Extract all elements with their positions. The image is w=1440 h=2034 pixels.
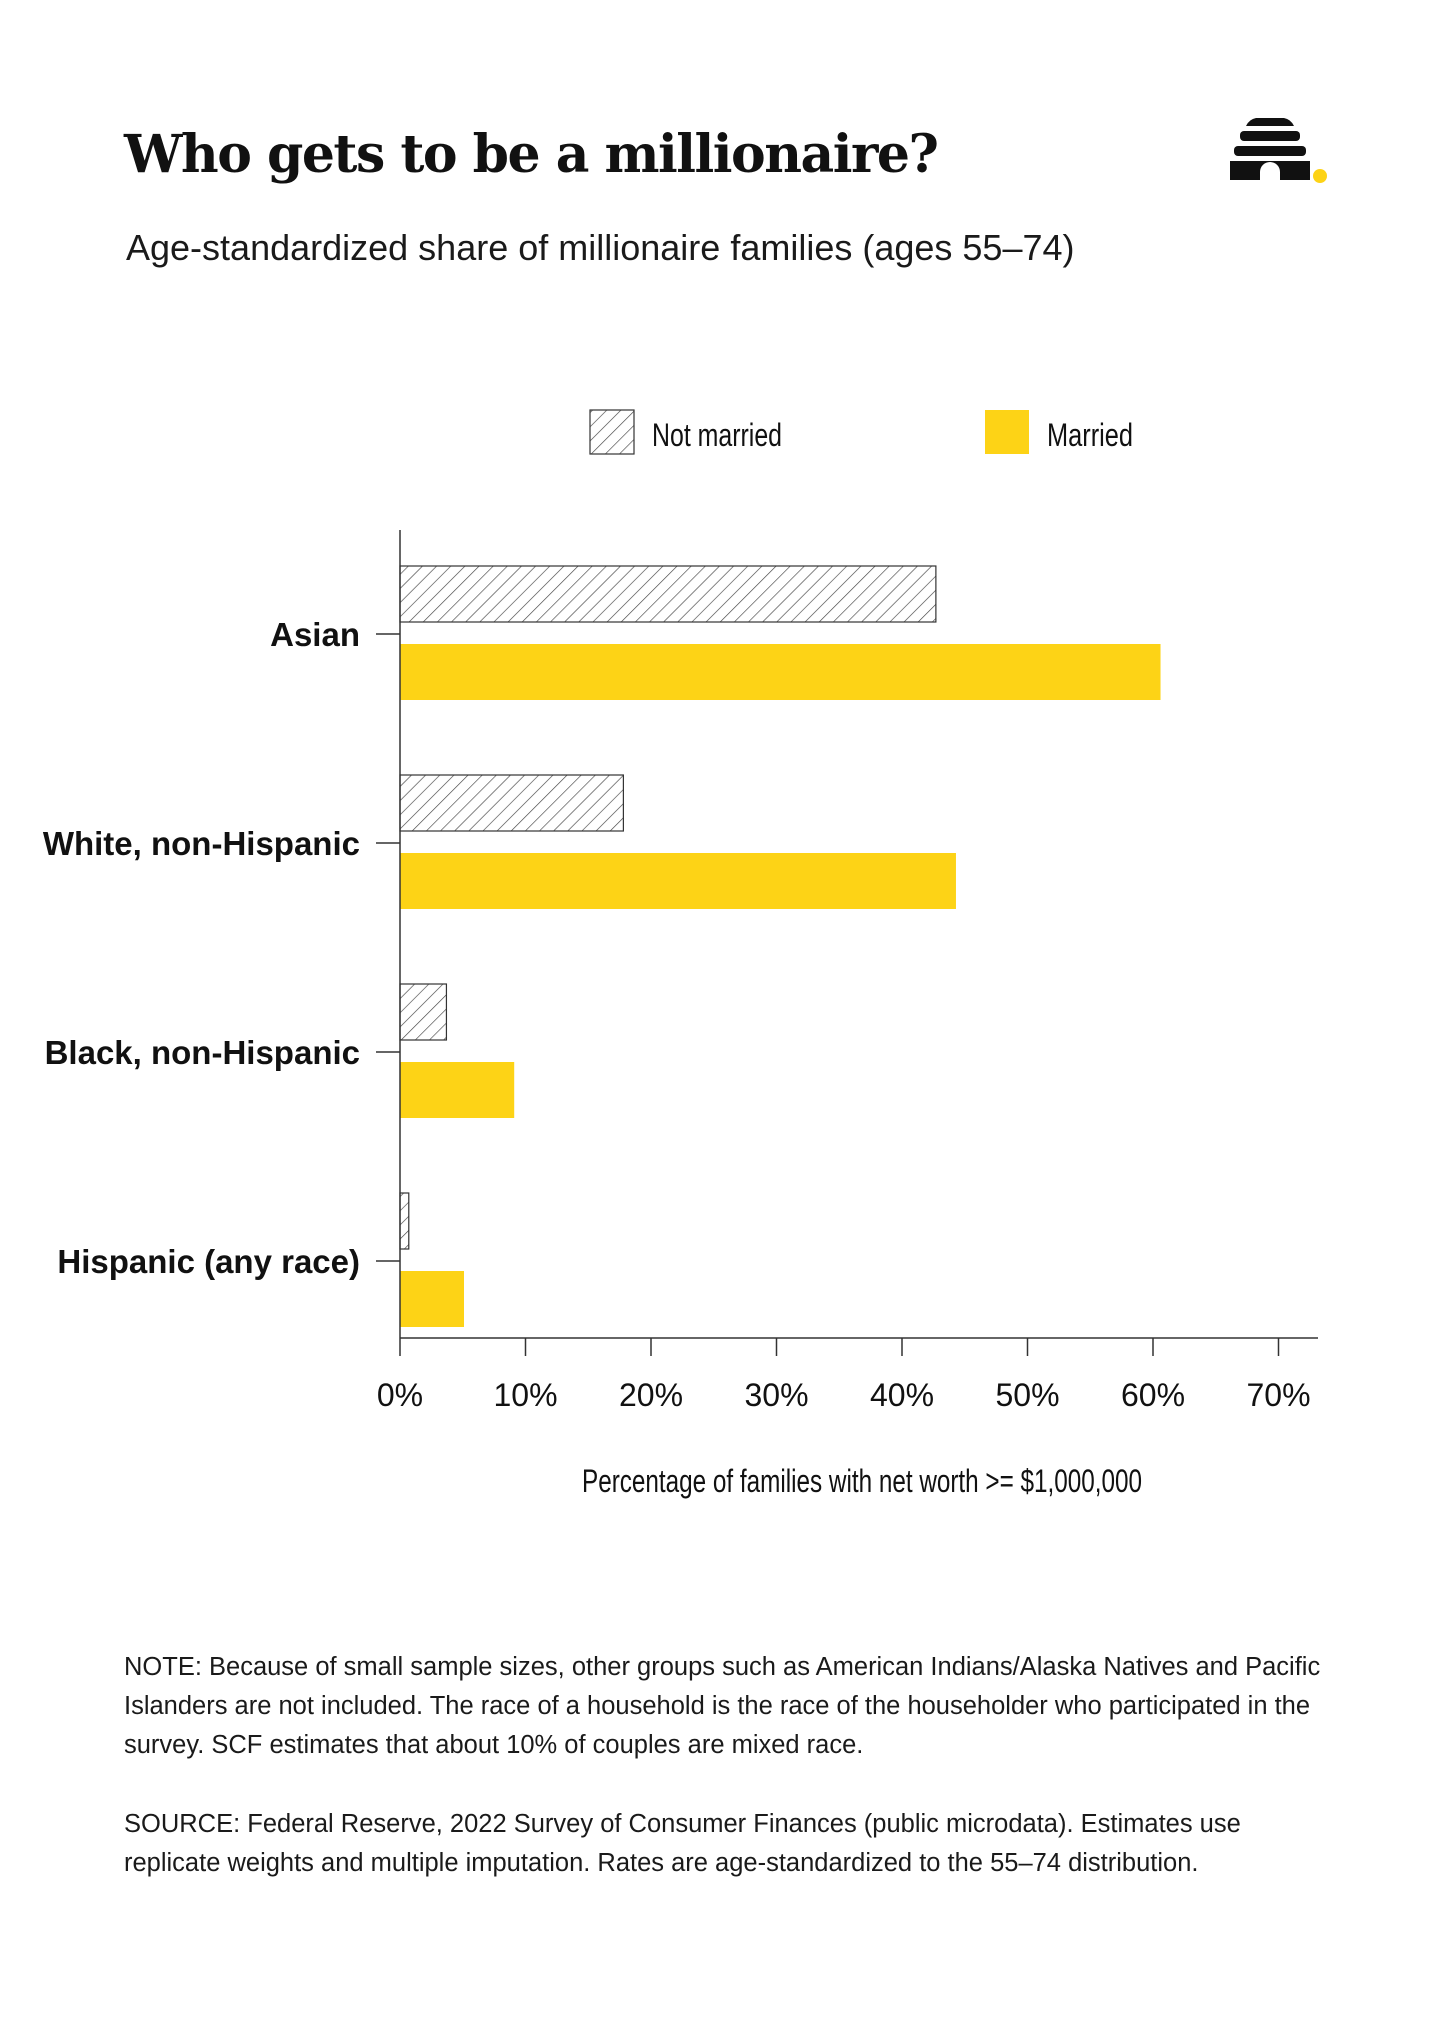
chart-axes: Asian White, non-Hispanic Black, non-Hispa… — [43, 530, 1318, 1499]
x-tick-label-0: 0% — [377, 1377, 423, 1413]
legend-swatch-married — [985, 410, 1029, 454]
x-tick-label-5: 50% — [995, 1377, 1059, 1413]
bar-not-married-4 — [399, 1192, 410, 1250]
chart-subtitle: Age-standardized share of millionaire fa… — [126, 227, 1075, 268]
chart-source: SOURCE: Federal Reserve, 2022 Survey of … — [124, 1810, 1241, 1877]
legend-swatch-not-married — [589, 409, 635, 455]
bar-married-4 — [400, 1271, 465, 1327]
x-tick-label-6: 60% — [1121, 1377, 1185, 1413]
bar-not-married-2 — [399, 774, 624, 832]
chart-title: Who gets to be a millionaire? — [124, 124, 939, 185]
bar-married-3 — [400, 1062, 515, 1118]
x-tick-label-4: 40% — [870, 1377, 934, 1413]
bar-not-married-3 — [399, 983, 448, 1041]
chart-bars — [399, 565, 1161, 1327]
x-tick-label-3: 30% — [744, 1377, 808, 1413]
y-tick-label-4: Hispanic (any race) — [57, 1243, 360, 1280]
bar-married-2 — [400, 853, 956, 909]
x-tick-label-2: 20% — [619, 1377, 683, 1413]
chart-legend: Not married Married — [589, 409, 1133, 455]
bar-married-1 — [400, 644, 1161, 700]
beehive-shape — [1230, 118, 1310, 180]
legend-label-not-married: Not married — [652, 417, 782, 453]
bar-chart: Not married Married Asian White, non-Hispa… — [43, 409, 1318, 1499]
y-tick-label-2: White, non-Hispanic — [43, 825, 360, 862]
legend-label-married: Married — [1047, 417, 1133, 453]
beehive-logo-icon — [1230, 118, 1327, 183]
y-tick-label-1: Asian — [270, 616, 360, 653]
x-tick-label-7: 70% — [1246, 1377, 1310, 1413]
x-axis-title: Percentage of families with net worth >=… — [582, 1463, 1142, 1499]
logo-dot — [1313, 169, 1327, 183]
x-tick-label-1: 10% — [493, 1377, 557, 1413]
y-tick-label-3: Black, non-Hispanic — [45, 1034, 360, 1071]
bar-not-married-1 — [399, 565, 937, 623]
chart-note: NOTE: Because of small sample sizes, oth… — [124, 1653, 1321, 1759]
